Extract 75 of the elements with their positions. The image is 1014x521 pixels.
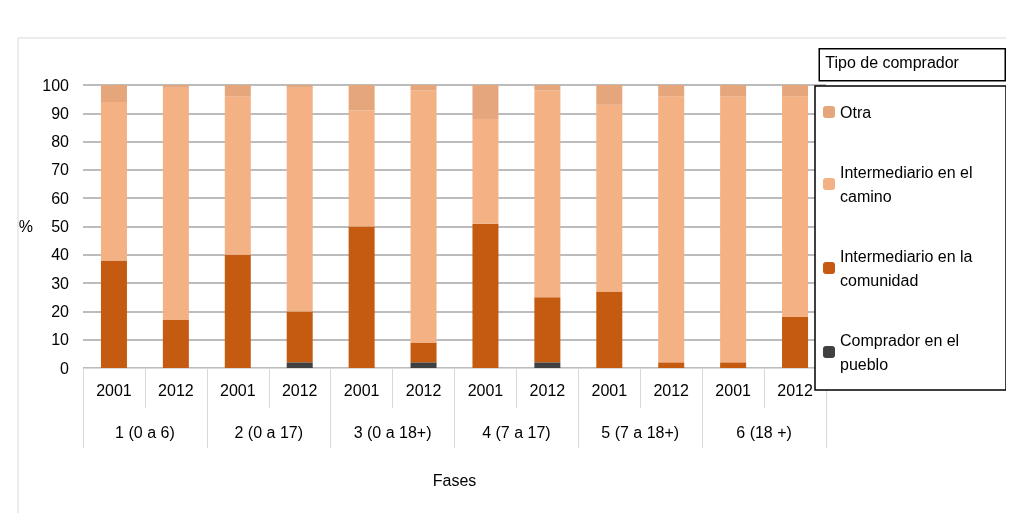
bar <box>720 96 747 363</box>
bar <box>782 317 809 368</box>
legend-label: Comprador en el pueblo <box>840 331 964 373</box>
y-tick-label: 80 <box>51 133 70 151</box>
bar <box>162 87 189 320</box>
x-tick-label: 2012 <box>529 381 566 399</box>
bar <box>472 118 499 224</box>
bar <box>410 85 437 91</box>
x-tick-label: 2012 <box>653 381 690 399</box>
bar <box>658 85 685 97</box>
x-tick-label: 2001 <box>343 381 380 399</box>
bar <box>286 85 313 88</box>
bar <box>596 104 623 292</box>
y-tick-label: 100 <box>42 76 70 94</box>
y-tick-label: 20 <box>51 302 70 320</box>
y-tick-label: 40 <box>51 246 70 264</box>
y-tick-label: 30 <box>51 274 70 292</box>
bar <box>100 101 127 261</box>
bar <box>782 96 809 318</box>
bar <box>782 85 809 97</box>
text: 4 (7 a 17) <box>482 423 551 441</box>
bar <box>348 85 375 111</box>
text: 6 (18 +) <box>736 423 792 441</box>
bar <box>348 226 375 368</box>
x-tick-label: 2001 <box>715 381 752 399</box>
bar <box>224 254 251 368</box>
x-tick-label: 2001 <box>467 381 504 399</box>
x-tick-label: 2012 <box>281 381 318 399</box>
bar <box>162 319 189 368</box>
bar <box>658 362 685 368</box>
text: 2 (0 a 17) <box>234 423 303 441</box>
x-tick-label: 2012 <box>158 381 194 399</box>
legend-title: Tipo de comprador <box>825 54 960 72</box>
y-tick-label: 10 <box>51 331 70 349</box>
bar <box>534 297 561 363</box>
bar <box>534 90 561 298</box>
text: 1 (0 a 6) <box>115 423 175 441</box>
bar <box>720 362 747 368</box>
y-tick-label: 90 <box>51 104 70 122</box>
bar <box>162 85 189 88</box>
bar <box>286 362 313 368</box>
y-tick-label: 0 <box>60 359 70 377</box>
legend-label: Intermediario en el camino <box>840 163 977 205</box>
bar <box>100 85 127 102</box>
bar <box>286 87 313 312</box>
bar <box>658 96 685 363</box>
bar <box>224 85 251 97</box>
legend-label: Otra <box>840 103 872 121</box>
bar <box>410 90 437 343</box>
bar <box>286 311 313 363</box>
bar <box>348 110 375 227</box>
bar <box>534 85 561 91</box>
x-tick-label: 2001 <box>219 381 256 399</box>
y-axis-title: % <box>18 218 33 235</box>
bar <box>596 291 623 368</box>
bar <box>720 85 747 97</box>
bar <box>100 260 127 368</box>
bar <box>472 223 499 368</box>
y-tick-label: 60 <box>51 189 70 207</box>
bar <box>410 362 437 368</box>
x-tick-label: 2012 <box>777 381 813 399</box>
bar <box>534 362 561 368</box>
text: 3 (0 a 18+) <box>353 423 432 441</box>
bar <box>410 342 437 363</box>
bar <box>596 85 623 105</box>
x-axis-title: Fases <box>432 471 477 489</box>
x-tick-label: 2001 <box>96 381 132 399</box>
y-tick-label: 70 <box>51 161 70 179</box>
x-tick-label: 2001 <box>591 381 628 399</box>
bar <box>472 85 499 119</box>
y-tick-label: 50 <box>51 218 70 235</box>
text: 5 (7 a 18+) <box>601 423 680 441</box>
legend-label: Intermediario en la comunidad <box>840 247 977 289</box>
x-tick-label: 2012 <box>405 381 442 399</box>
bar <box>224 96 251 255</box>
